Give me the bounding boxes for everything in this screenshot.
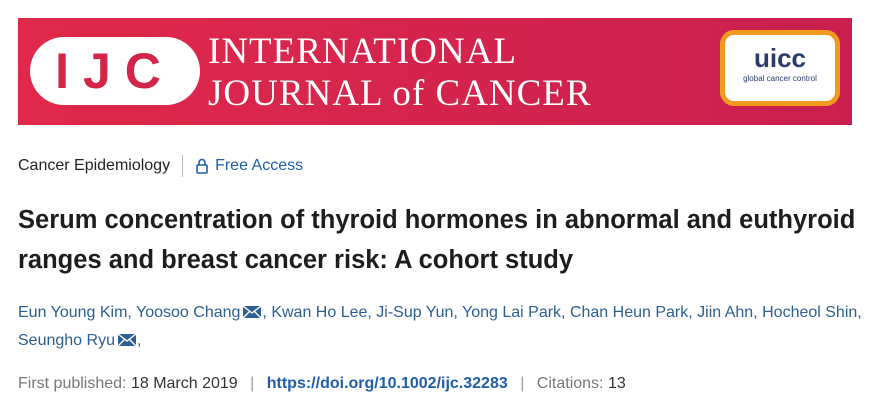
journal-name: JOURNAL of CANCER: [208, 73, 592, 114]
citations-label: Citations:: [536, 375, 604, 392]
article-meta: Cancer Epidemiology Free Access: [18, 155, 303, 177]
separator: ,: [136, 332, 142, 349]
journal-logo: IJC: [30, 37, 200, 105]
author-name[interactable]: Seungho Ryu: [18, 332, 115, 349]
author-name[interactable]: Yoosoo Chang: [136, 304, 241, 321]
author-name[interactable]: Yong Lai Park: [462, 304, 562, 321]
published-label: First published:: [18, 375, 127, 392]
author: Yoosoo Chang,: [136, 304, 267, 321]
separator: |: [250, 375, 255, 392]
separator: ,: [753, 304, 758, 321]
author-list: Eun Young Kim, Yoosoo Chang, Kwan Ho Lee…: [18, 299, 894, 355]
uicc-badge[interactable]: uicc global cancer control: [720, 30, 840, 106]
author-name[interactable]: Eun Young Kim: [18, 304, 128, 321]
author: Kwan Ho Lee,: [271, 304, 372, 321]
separator: ,: [857, 304, 862, 321]
lock-icon: [196, 158, 208, 174]
author: Chan Heun Park,: [570, 304, 693, 321]
author: Seungho Ryu,: [18, 332, 141, 349]
separator: ,: [262, 304, 267, 321]
separator: ,: [127, 304, 132, 321]
author-name[interactable]: Kwan Ho Lee: [271, 304, 368, 321]
author: Jiin Ahn,: [697, 304, 758, 321]
published-date: 18 March 2019: [130, 375, 238, 392]
doi-link[interactable]: https://doi.org/10.1002/ijc.32283: [266, 375, 508, 392]
access-label: Free Access: [215, 157, 304, 174]
author: Eun Young Kim,: [18, 304, 132, 321]
journal-name: INTERNATIONAL: [208, 31, 517, 72]
section-link[interactable]: Cancer Epidemiology: [18, 157, 171, 174]
author-name[interactable]: Jiin Ahn: [697, 304, 754, 321]
author: Yong Lai Park,: [462, 304, 566, 321]
separator: |: [520, 375, 525, 392]
separator: ,: [688, 304, 693, 321]
badge-subtext: global cancer control: [743, 74, 817, 83]
author-name[interactable]: Chan Heun Park: [569, 304, 689, 321]
publication-info: First published: 18 March 2019 | https:/…: [18, 375, 626, 393]
author-name[interactable]: Ji-Sup Yun: [376, 304, 454, 321]
divider: [182, 155, 184, 177]
author: Hocheol Shin,: [762, 304, 862, 321]
badge-text: uicc: [753, 43, 807, 73]
email-icon[interactable]: [117, 333, 137, 347]
separator: ,: [561, 304, 566, 321]
citations-count[interactable]: 13: [607, 375, 626, 392]
separator: ,: [367, 304, 372, 321]
article-title: Serum concentration of thyroid hormones …: [18, 206, 856, 274]
author-name[interactable]: Hocheol Shin: [762, 304, 858, 321]
author: Ji-Sup Yun,: [376, 304, 458, 321]
journal-banner[interactable]: IJC INTERNATIONAL JOURNAL of CANCER uicc…: [18, 18, 852, 125]
separator: ,: [453, 304, 458, 321]
email-icon[interactable]: [242, 305, 262, 319]
